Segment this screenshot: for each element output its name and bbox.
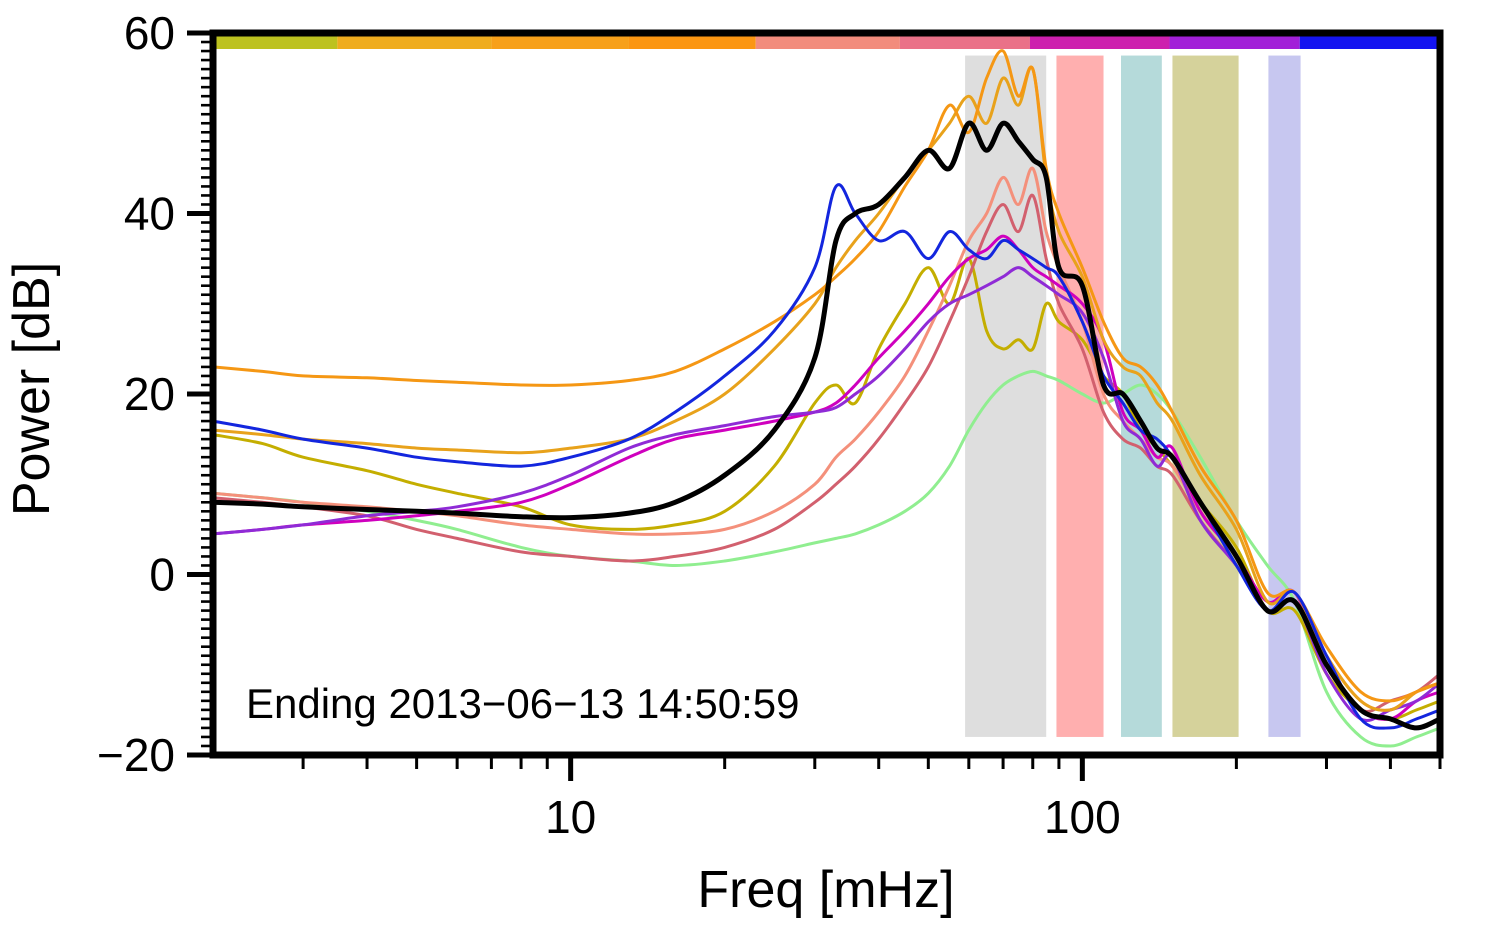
top-frequency-bar-segment <box>491 36 629 49</box>
y-tick-label: 40 <box>124 188 175 240</box>
top-frequency-bar-segment <box>337 36 492 49</box>
series-orange-lower <box>212 65 1441 712</box>
top-frequency-bar-segment <box>755 36 900 49</box>
x-axis-title: Freq [mHz] <box>697 861 955 919</box>
plot-frame <box>209 29 1444 759</box>
highlight-band <box>1056 55 1104 737</box>
top-frequency-bar-segment <box>1029 36 1170 49</box>
y-tick-label: 20 <box>124 368 175 420</box>
y-axis-title: Power [dB] <box>3 261 61 517</box>
y-tick-label: 0 <box>149 549 175 601</box>
ending-time-annotation: Ending 2013−06−13 14:50:59 <box>246 680 800 727</box>
series-olive <box>212 257 1441 721</box>
series-green <box>212 369 1441 748</box>
x-tick-label: 10 <box>545 791 596 843</box>
highlight-band <box>1268 55 1301 737</box>
series-salmon <box>212 166 1441 712</box>
y-tick-label: 60 <box>124 7 175 59</box>
top-frequency-bar-segment <box>213 36 338 49</box>
top-frequency-bar-segment <box>1299 36 1440 49</box>
top-frequency-bar-segment <box>628 36 756 49</box>
highlight-band <box>1172 55 1239 737</box>
series-orange-upper <box>212 49 1441 703</box>
top-frequency-bar-segment <box>899 36 1030 49</box>
y-tick-label: −20 <box>97 729 175 781</box>
series-blue <box>212 183 1441 730</box>
series-black <box>212 120 1442 731</box>
top-frequency-bar-segment <box>1169 36 1300 49</box>
x-tick-label: 100 <box>1044 791 1121 843</box>
